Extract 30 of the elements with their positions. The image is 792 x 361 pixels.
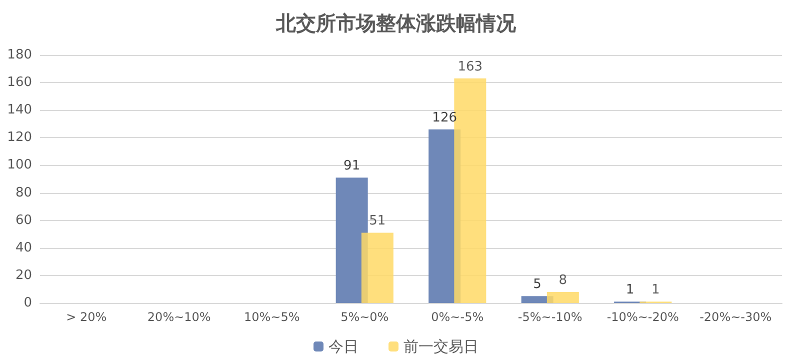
data-label: 163 [458, 59, 483, 74]
data-label: 51 [369, 214, 386, 229]
x-tick-label: 10%~5% [244, 310, 300, 324]
bar [361, 232, 394, 303]
y-tick-label: 120 [7, 130, 32, 146]
x-tick-label: -10%~-20% [606, 310, 679, 324]
legend-label: 前一交易日 [404, 338, 478, 356]
y-tick-label: 60 [15, 212, 32, 228]
data-label: 1 [626, 282, 634, 298]
y-tick-label: 100 [7, 158, 32, 173]
y-tick-label: 40 [15, 240, 32, 256]
x-tick-label: -20%~-30% [700, 310, 772, 324]
x-tick-label: -5%~-10% [518, 310, 582, 324]
data-label: 91 [344, 158, 360, 174]
x-tick-label: > 20% [66, 310, 107, 324]
data-label: 8 [558, 272, 568, 288]
x-tick-label: 0%~-5% [431, 310, 484, 324]
legend-label: 今日 [328, 338, 358, 356]
chart-title: 北交所市场整体涨跌幅情况 [275, 11, 517, 35]
data-label: 5 [533, 277, 542, 292]
x-tick-label: 5%~0% [340, 310, 389, 324]
y-tick-label: 20 [15, 268, 32, 283]
x-tick-label: 20%~10% [147, 310, 211, 324]
y-tick-label: 180 [7, 48, 32, 62]
bar [546, 292, 579, 303]
y-tick-label: 80 [15, 185, 32, 200]
y-tick-label: 0 [24, 296, 32, 310]
y-tick-label: 160 [7, 75, 32, 90]
y-tick-label: 140 [7, 102, 32, 118]
data-label: 1 [652, 282, 660, 298]
